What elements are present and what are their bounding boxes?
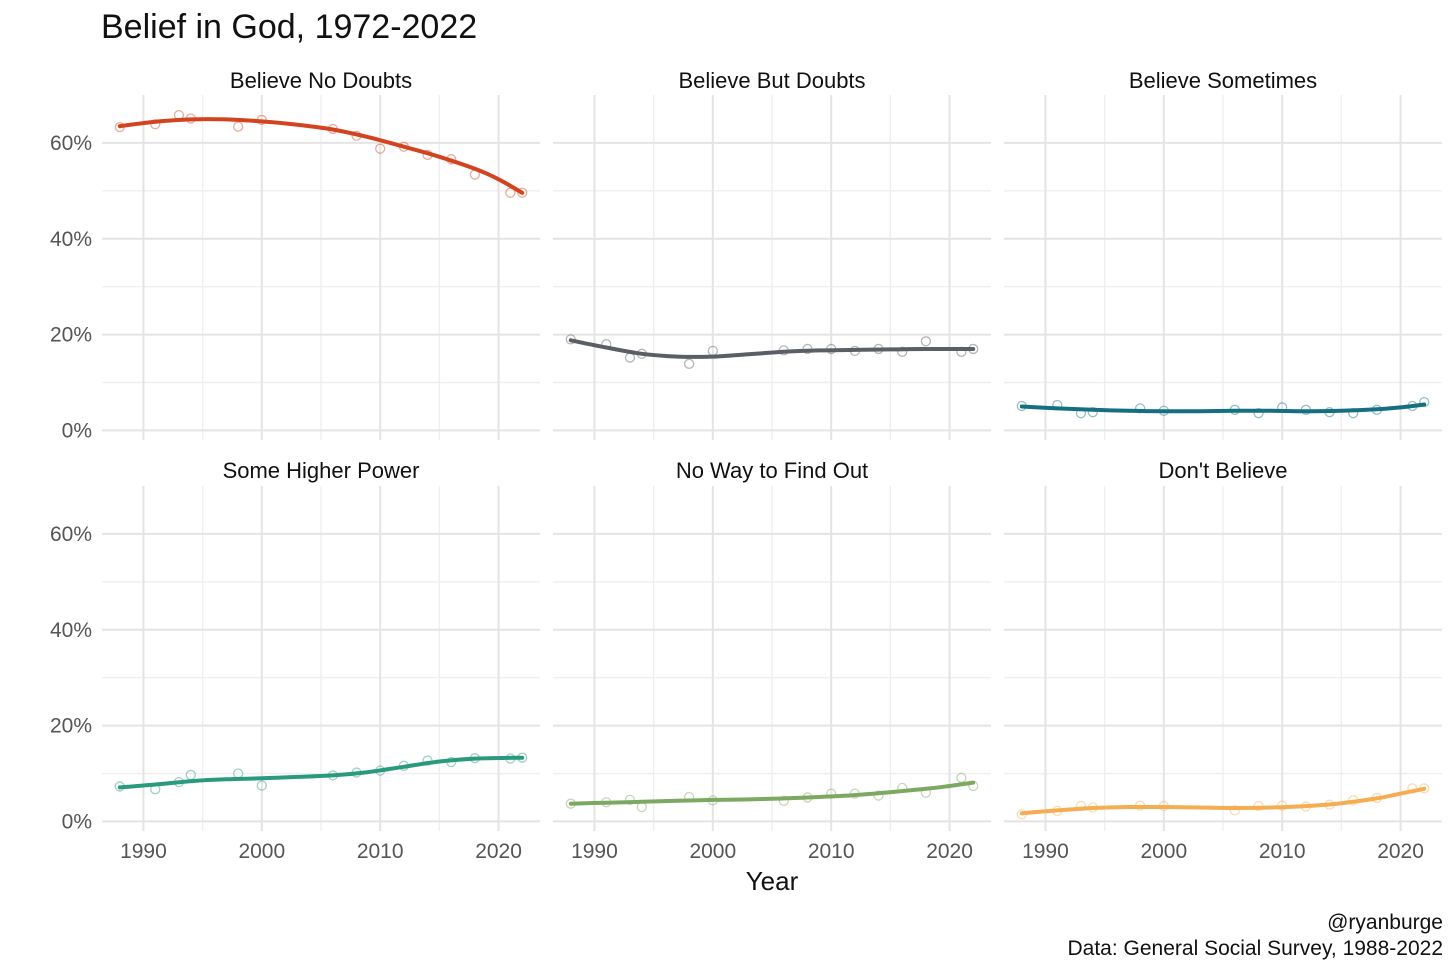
x-tick-label: 2020 [1377, 840, 1424, 863]
panel-don-t-believe: Don't Believe 1990 2000 2010 2020 [1004, 458, 1442, 863]
panel-believe-no-doubts: Believe No Doubts 0% 20% 40% 60% [50, 68, 540, 442]
x-tick-label: 2020 [475, 840, 522, 863]
y-tick-label: 60% [50, 132, 92, 155]
data-point [375, 143, 386, 154]
data-point [1087, 407, 1098, 418]
panel-strip-label: No Way to Find Out [676, 458, 868, 483]
data-point [624, 794, 636, 806]
data-point [505, 187, 516, 198]
y-tick-label: 0% [62, 419, 92, 442]
y-tick-label: 60% [50, 523, 92, 546]
trend-line [117, 117, 525, 195]
x-tick-label: 2010 [357, 840, 404, 863]
x-tick-label: 2000 [238, 840, 285, 863]
trend-line [1019, 786, 1427, 816]
panel-strip-label: Believe No Doubts [230, 68, 412, 93]
data-point [185, 769, 196, 781]
y-tick-label: 0% [62, 810, 92, 833]
data-point [1253, 408, 1264, 419]
data-point [956, 772, 967, 783]
data-point [778, 795, 789, 806]
y-tick-label: 40% [50, 619, 92, 642]
trend-line [117, 755, 525, 790]
x-tick-label: 2020 [926, 840, 973, 863]
data-point [1419, 396, 1430, 408]
chart-title: Belief in God, 1972-2022 [101, 8, 477, 46]
panel-strip-label: Don't Believe [1159, 458, 1288, 483]
y-tick-label: 20% [50, 715, 92, 738]
panel-strip-label: Believe But Doubts [678, 68, 865, 93]
data-point [683, 358, 695, 369]
x-tick-label: 1990 [120, 840, 167, 863]
panel-believe-sometimes: Believe Sometimes [1004, 68, 1442, 440]
data-point [636, 801, 647, 813]
panel-believe-but-doubts: Believe But Doubts [553, 68, 991, 440]
trend-line [568, 780, 976, 806]
x-tick-label: 2000 [1140, 840, 1187, 863]
data-point [517, 187, 528, 198]
data-point [232, 121, 244, 132]
y-tick-label: 40% [50, 228, 92, 251]
x-tick-label: 2010 [808, 840, 855, 863]
panel-strip-label: Some Higher Power [223, 458, 420, 483]
y-tick-label: 20% [50, 324, 92, 347]
x-tick-label: 2010 [1259, 840, 1306, 863]
x-tick-label: 1990 [1022, 840, 1069, 863]
panel-some-higher-power: Some Higher Power 0% 20% 40% 60% 1990 2000 2010… [50, 458, 540, 863]
trend-line [1019, 402, 1427, 414]
x-tick-label: 1990 [571, 840, 618, 863]
x-tick-label: 2000 [689, 840, 736, 863]
panel-no-way-to-find-out: No Way to Find Out 1990 2000 2010 2020 [553, 458, 991, 863]
data-point [256, 780, 267, 791]
data-point [920, 336, 932, 347]
caption-handle: @ryanburge [1327, 911, 1443, 934]
caption-source: Data: General Social Survey, 1988-2022 [1068, 937, 1444, 960]
panel-strip-label: Believe Sometimes [1129, 68, 1317, 93]
data-point [1229, 805, 1240, 816]
x-axis-title: Year [746, 866, 799, 896]
trend-line [568, 338, 976, 359]
